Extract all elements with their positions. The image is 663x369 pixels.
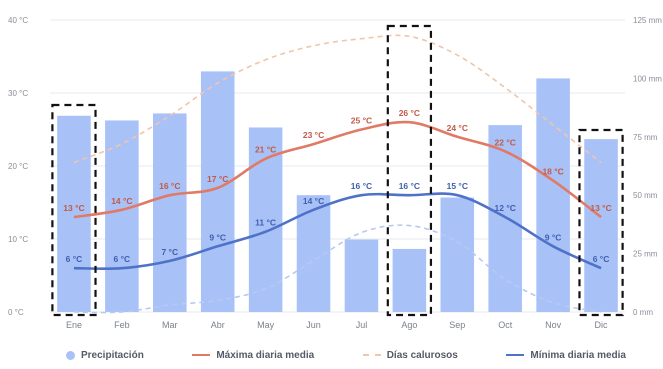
hot-days-dash-swatch-icon [362,354,381,356]
precipitation-dot-icon [66,350,75,360]
min-temp-label: 9 °C [545,232,562,242]
legend-max-temp[interactable]: Máxima diaria media [192,350,314,361]
precipitation-bar [584,139,618,312]
min-temp-label: 6 °C [114,254,131,264]
x-tick-label: Mar [162,320,178,330]
x-tick-label: Jun [306,320,321,330]
max-temp-label: 25 °C [351,116,372,126]
max-temp-label: 23 °C [303,130,324,140]
max-temp-label: 13 °C [63,203,84,213]
min-temp-label: 14 °C [303,196,324,206]
y-left-tick-label: 0 °C [8,308,24,317]
highlight-box [386,24,433,317]
min-temp-label: 16 °C [399,181,420,191]
x-tick-label: Ene [66,320,82,330]
precipitation-bar [344,239,379,312]
y-left-tick-label: 10 °C [8,235,28,244]
legend-precipitation[interactable]: Precipitación [66,350,144,361]
precipitation-bar [153,113,187,312]
max-temp-label: 24 °C [447,123,468,133]
max-temp-label: 22 °C [495,137,516,147]
precipitation-bar [392,248,427,312]
max-temp-label: 18 °C [542,167,563,177]
x-tick-label: Jul [356,320,368,330]
min-temp-label: 9 °C [209,232,226,242]
legend-precipitation-label: Precipitación [81,349,144,361]
min-line-swatch-icon [506,354,525,356]
x-tick-label: May [257,320,275,330]
x-tick-label: Oct [498,320,513,330]
x-tick-label: Dic [595,320,608,330]
y-right-tick-label: 0 mm [633,308,653,317]
x-tick-label: Ago [401,320,417,330]
legend-min-temp-label: Mínima diaria media [530,349,626,361]
x-tick-label: Abr [211,320,225,330]
min-temp-label: 12 °C [495,203,516,213]
precipitation-bar [57,115,91,312]
y-right-tick-label: 50 mm [633,191,658,200]
y-left-tick-label: 40 °C [8,16,28,25]
min-temp-label: 6 °C [66,254,83,264]
y-left-tick-label: 20 °C [8,162,28,171]
max-temp-label: 17 °C [207,174,228,184]
y-right-tick-label: 25 mm [633,250,658,259]
x-tick-label: Sep [449,320,465,330]
hot-days-line [73,34,602,164]
x-tick-label: Feb [114,320,130,330]
min-temp-label: 7 °C [161,247,178,257]
max-temp-line [73,120,602,219]
precipitation-bar [440,197,475,312]
legend-hot-days[interactable]: Días calurosos [362,349,458,361]
legend-min-temp[interactable]: Mínima diaria media [506,350,626,361]
y-right-tick-label: 125 mm [633,16,662,25]
y-right-tick-label: 100 mm [633,74,662,83]
highlight-box [51,103,97,317]
y-left-tick-label: 30 °C [8,89,28,98]
max-line-swatch-icon [192,354,211,356]
highlight-box [578,128,624,317]
precipitation-bar [536,78,570,313]
cold-days-line [73,224,602,314]
max-temp-label: 21 °C [255,145,276,155]
min-temp-label: 16 °C [351,181,372,191]
max-temp-label: 16 °C [159,181,180,191]
max-temp-label: 14 °C [111,196,132,206]
min-temp-label: 6 °C [593,254,610,264]
min-temp-label: 15 °C [447,181,468,191]
legend-max-temp-label: Máxima diaria media [216,349,315,361]
x-tick-label: Nov [545,320,562,330]
y-right-tick-label: 75 mm [633,133,658,142]
precipitation-bar [105,120,139,312]
chart-legend: Precipitación Máxima diaria media Días c… [66,346,626,364]
min-temp-label: 11 °C [255,218,276,228]
max-temp-label: 26 °C [399,108,420,118]
min-temp-line [73,192,602,271]
max-temp-label: 13 °C [590,203,611,213]
legend-hot-days-label: Días calurosos [386,349,458,361]
